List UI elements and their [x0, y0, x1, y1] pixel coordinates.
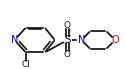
Circle shape [10, 38, 19, 42]
Text: N: N [78, 35, 85, 45]
Text: O: O [64, 50, 71, 59]
Text: O: O [64, 21, 71, 30]
Text: S: S [64, 35, 71, 45]
Circle shape [63, 38, 71, 42]
Text: Cl: Cl [21, 60, 30, 69]
Circle shape [63, 23, 71, 28]
Text: N: N [11, 35, 18, 45]
Circle shape [111, 38, 119, 42]
Circle shape [63, 52, 71, 57]
Text: O: O [112, 35, 119, 45]
Circle shape [22, 62, 30, 67]
Circle shape [77, 38, 85, 42]
